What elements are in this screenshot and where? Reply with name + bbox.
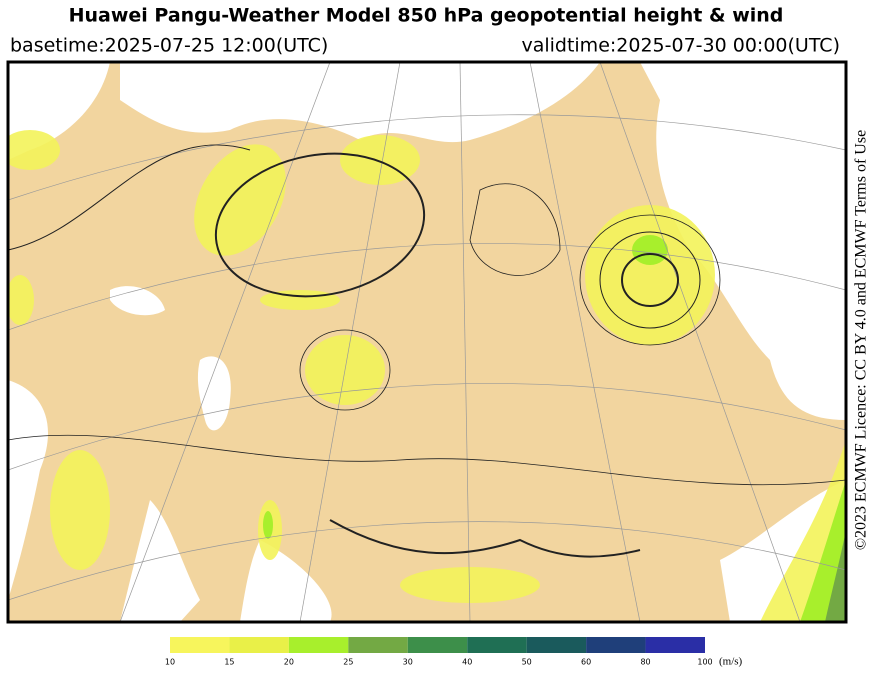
colorbar-segment [586,637,646,653]
strongest-wind-shading [825,530,846,622]
pacific-ocean [640,62,846,420]
colorbar-tick-label: 20 [284,658,294,667]
red-sea [120,500,200,622]
caspian-sea [197,356,231,431]
map [6,60,848,624]
colorbar-tick-label: 80 [640,658,650,667]
colorbar-segment [229,637,289,653]
colorbar-tick-label: 60 [581,658,591,667]
colorbar-segment [645,637,705,653]
colorbar-tick-label: 40 [462,658,472,667]
colorbar-segment [288,637,349,653]
colorbar-tick-label: 10 [165,658,175,667]
colorbar-tick-label: 25 [343,658,353,667]
colorbar-segment [526,637,587,653]
colorbar-segment [170,637,230,653]
colorbar-tick-label: 30 [403,658,413,667]
mediterranean [8,380,49,600]
colorbar: 10 15 20 25 30 40 50 60 80 100 (m/s) [165,637,743,668]
colorbar-tick-label: 100 [697,658,712,667]
colorbar-segment [407,637,468,653]
licence: ©2023 ECMWF Licence: CC BY 4.0 and ECMWF… [853,130,870,550]
colorbar-unit: (m/s) [719,656,743,668]
colorbar-tick-label: 50 [522,658,532,667]
colorbar-segment [467,637,527,653]
basetime: basetime:2025-07-25 12:00(UTC) [10,35,328,57]
map-frame [6,60,848,624]
arabian-sea [240,540,332,622]
validtime: validtime:2025-07-30 00:00(UTC) [521,35,840,57]
colorbar-segment [348,637,408,653]
arctic-ocean [120,62,600,143]
graticule [8,62,846,622]
colorbar-tick-label: 15 [224,658,234,667]
height-contours [8,144,846,558]
title: Huawei Pangu-Weather Model 850 hPa geopo… [69,5,784,27]
